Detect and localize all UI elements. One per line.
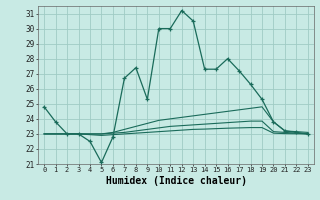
X-axis label: Humidex (Indice chaleur): Humidex (Indice chaleur) xyxy=(106,176,246,186)
